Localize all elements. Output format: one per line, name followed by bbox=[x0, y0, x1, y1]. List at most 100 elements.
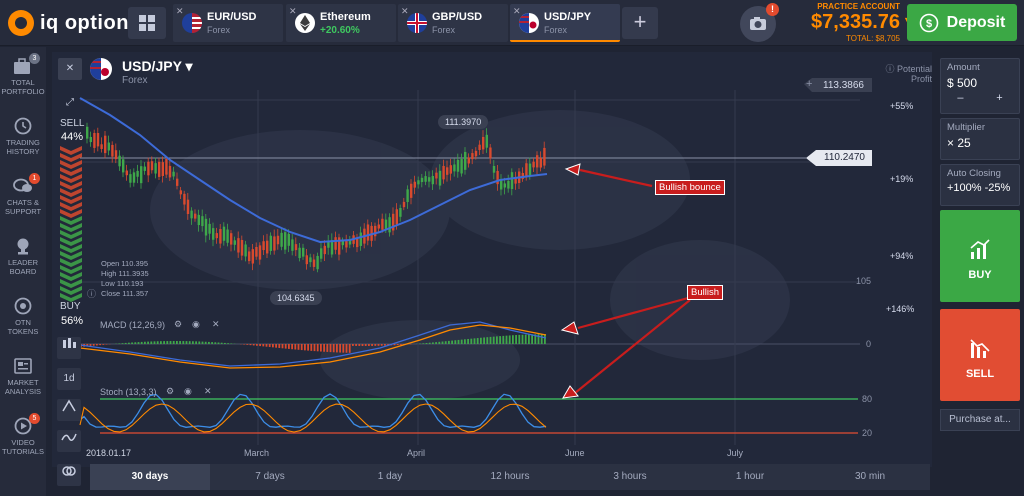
logo[interactable]: iq option bbox=[8, 10, 129, 36]
candle-body bbox=[258, 245, 262, 260]
sidebar-item-leaderboard[interactable]: LEADER BOARD bbox=[0, 237, 46, 276]
potential-profit-label: ⓘ Potential Profit bbox=[885, 64, 932, 84]
gear-icon[interactable]: ⚙ bbox=[174, 319, 183, 329]
macd-bar bbox=[182, 341, 185, 344]
candle-body bbox=[172, 171, 175, 177]
info-icon[interactable]: ⓘ bbox=[87, 289, 97, 299]
close-icon[interactable]: ✕ bbox=[204, 386, 212, 396]
ohlc-low: Low 110.193 bbox=[101, 279, 144, 288]
sidebar-item-chats[interactable]: 1 CHATS & SUPPORT bbox=[0, 173, 46, 216]
macd-bar bbox=[464, 339, 466, 344]
indicators-button[interactable] bbox=[57, 430, 81, 452]
close-icon[interactable]: ✕ bbox=[289, 6, 297, 16]
macd-bar bbox=[496, 336, 498, 344]
asset-tab-gbpusd[interactable]: ✕ GBP/USD Forex bbox=[398, 4, 508, 42]
eye-icon[interactable]: ◉ bbox=[192, 319, 200, 329]
close-icon[interactable]: ✕ bbox=[513, 6, 521, 16]
close-icon[interactable]: ✕ bbox=[176, 6, 184, 16]
auto-closing-box[interactable]: Auto Closing +100% -25% bbox=[940, 164, 1020, 206]
timeframe-3-hours[interactable]: 3 hours bbox=[613, 471, 647, 482]
candle-body bbox=[276, 235, 280, 245]
settings-button[interactable] bbox=[57, 464, 81, 486]
macd-bar bbox=[96, 344, 98, 346]
close-chart-button[interactable]: ✕ bbox=[58, 58, 82, 80]
candle-body bbox=[334, 237, 337, 250]
deposit-button[interactable]: $ Deposit bbox=[907, 4, 1017, 41]
candle-body bbox=[273, 236, 276, 251]
candle-body bbox=[237, 238, 240, 253]
candle-body bbox=[194, 213, 197, 219]
asset-grid-button[interactable] bbox=[128, 7, 166, 39]
timeframe-1-hour[interactable]: 1 hour bbox=[735, 471, 765, 482]
macd-bar bbox=[128, 342, 130, 344]
sidebar-label: OTN TOKENS bbox=[7, 318, 39, 336]
candle-body bbox=[143, 166, 146, 171]
sidebar-item-tutorials[interactable]: 5 VIDEO TUTORIALS bbox=[0, 413, 46, 456]
macd-bar bbox=[131, 342, 133, 344]
timeframe-30-min[interactable]: 30 min bbox=[854, 471, 885, 482]
candle-body bbox=[456, 159, 460, 172]
dollar-circle-icon: $ bbox=[919, 13, 938, 32]
timeframe-1-day[interactable]: 1 day bbox=[377, 471, 403, 482]
asset-tab-eurusd[interactable]: ✕ EUR/USD Forex bbox=[173, 4, 283, 42]
sidebar-item-otn[interactable]: OTN TOKENS bbox=[0, 297, 46, 336]
candle-body bbox=[528, 163, 532, 176]
asset-tab-ethereum[interactable]: ✕ Ethereum +20.60% bbox=[286, 4, 396, 42]
macd-bar bbox=[316, 344, 319, 352]
month-july: July bbox=[727, 448, 744, 458]
multiplier-box[interactable]: Multiplier × 25 bbox=[940, 118, 1020, 160]
candle-body bbox=[424, 176, 427, 182]
macd-bar bbox=[499, 336, 501, 344]
sidebar-item-history[interactable]: TRADING HISTORY bbox=[0, 117, 46, 156]
close-icon[interactable]: ✕ bbox=[212, 319, 220, 329]
asset-tab-usdjpy[interactable]: ✕ USD/JPY Forex bbox=[510, 4, 620, 42]
gear-icon[interactable]: ⚙ bbox=[166, 386, 175, 396]
amount-box[interactable]: Amount $ 500 – + bbox=[940, 58, 1020, 114]
candle-body bbox=[136, 170, 139, 177]
macd-bar bbox=[227, 343, 229, 344]
amount-increase-button[interactable]: + bbox=[996, 92, 1003, 104]
candle-body bbox=[406, 189, 409, 203]
close-icon[interactable]: ✕ bbox=[401, 6, 409, 16]
timeframe-7-days[interactable]: 7 days bbox=[255, 471, 285, 482]
balance-value: $7,335.76 bbox=[811, 11, 900, 33]
trophy-icon bbox=[12, 237, 34, 255]
purchase-at-button[interactable]: Purchase at... bbox=[940, 409, 1020, 431]
camera-button[interactable]: ! bbox=[740, 3, 779, 42]
timeframe-12-hours[interactable]: 12 hours bbox=[490, 471, 530, 482]
top-bar: iq option ✕ EUR/USD Forex ✕ Ethereum +20… bbox=[0, 0, 1024, 46]
sentiment-chevron bbox=[60, 167, 82, 176]
candle-body bbox=[366, 224, 370, 241]
timeframe-button[interactable]: 1d bbox=[57, 368, 81, 390]
us-jp-flag-icon bbox=[519, 13, 539, 33]
add-asset-button[interactable]: + bbox=[622, 7, 658, 39]
amount-decrease-button[interactable]: – bbox=[957, 92, 964, 104]
eye-icon[interactable]: ◉ bbox=[184, 386, 192, 396]
sentiment-chevron bbox=[60, 293, 82, 302]
macd-bar bbox=[262, 344, 265, 347]
sentiment-chevron bbox=[60, 209, 82, 218]
sidebar-item-market-analysis[interactable]: MARKET ANALYSIS bbox=[0, 357, 46, 396]
buy-button[interactable]: BUY bbox=[940, 210, 1020, 302]
chart-area[interactable] bbox=[52, 52, 932, 467]
drawing-tool-button[interactable] bbox=[57, 399, 81, 421]
amount-input[interactable]: $ 500 bbox=[947, 76, 978, 90]
sell-button[interactable]: SELL bbox=[940, 309, 1020, 401]
account-balance[interactable]: PRACTICE ACCOUNT $7,335.76 TOTAL: $8,705 bbox=[790, 2, 900, 43]
expand-icon[interactable]: ⤢ bbox=[66, 97, 74, 108]
macd-bar bbox=[195, 341, 197, 344]
symbol-name[interactable]: USD/JPY ▾ bbox=[122, 58, 193, 74]
chart-type-button[interactable] bbox=[57, 337, 81, 359]
timeframe-30-days[interactable]: 30 days bbox=[90, 464, 210, 490]
macd-bar bbox=[502, 335, 505, 344]
candle-body bbox=[359, 232, 362, 246]
candle-body bbox=[132, 172, 136, 183]
auto-closing-label: Auto Closing bbox=[947, 168, 1001, 179]
candle-body bbox=[262, 241, 265, 251]
add-alert-icon[interactable]: + bbox=[806, 78, 813, 90]
candle-body bbox=[460, 159, 463, 174]
sentiment-chevron bbox=[60, 153, 82, 162]
sidebar-item-portfolio[interactable]: 3 TOTAL PORTFOLIO bbox=[0, 53, 46, 96]
candle-body bbox=[503, 183, 506, 188]
